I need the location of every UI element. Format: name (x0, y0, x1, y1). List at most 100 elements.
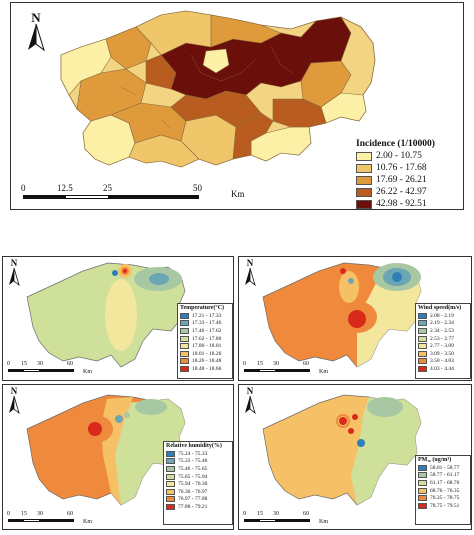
scale-segment (23, 369, 40, 372)
legend-label: 42.98 - 92.51 (376, 199, 427, 209)
legend-swatch (418, 350, 427, 357)
legend-label: 18.01 - 18.26 (192, 350, 222, 357)
humidity-north-label: N (10, 386, 18, 396)
humidity-dry-spot-2 (124, 412, 130, 418)
scale-segment (259, 519, 276, 522)
north-arrow: N (25, 11, 47, 57)
scale-tick-3: 50 (193, 183, 202, 193)
legend-label: 75.65 - 75.94 (178, 473, 208, 480)
scale-tick: 0 (243, 361, 246, 367)
legend-swatch (180, 358, 189, 365)
temperature-cool-zone-east-core (149, 273, 169, 285)
legend-label: 4.03 - 4.44 (430, 365, 454, 372)
legend-label: 2.19 - 2.34 (430, 320, 454, 327)
legend-item: 17.46 - 17.62 (178, 327, 232, 335)
legend-swatch (418, 464, 427, 471)
legend-item: 75.33 - 75.46 (164, 458, 232, 466)
legend-item: 78.75 - 79.51 (416, 502, 470, 510)
legend-label: 75.33 - 75.46 (178, 458, 208, 465)
wind-north-arrow: N (243, 259, 257, 291)
incidence-legend-item: 42.98 - 92.51 (356, 198, 461, 209)
legend-label: 17.46 - 17.62 (192, 327, 222, 334)
humidity-map (26, 394, 186, 506)
incidence-legend-item: 26.22 - 42.97 (356, 186, 461, 198)
legend-label: 2.34 - 2.53 (430, 327, 454, 334)
humidity-legend: Relative humidity(%) 75.24 - 75.33 75.33 -… (163, 441, 233, 525)
scale-segment (8, 519, 23, 522)
legend-swatch (166, 496, 175, 503)
pm10-scale-bar: 0 15 30 60 Km (243, 511, 363, 529)
legend-label: 2.08 - 2.19 (430, 312, 454, 319)
scale-segment (40, 369, 74, 372)
pm10-zone-east (351, 397, 421, 505)
legend-item: 17.21 - 17.33 (178, 312, 232, 320)
scale-segment (259, 369, 276, 372)
legend-swatch (166, 488, 175, 495)
humidity-dry-spot (115, 415, 123, 423)
legend-item: 17.62 - 17.80 (178, 335, 232, 343)
wind-zone-east (357, 267, 421, 367)
legend-label: 76.97 - 77.88 (178, 496, 208, 503)
humidity-north-arrow: N (7, 387, 21, 419)
legend-swatch (418, 327, 427, 334)
wind-spot-red (340, 268, 346, 274)
region-brown-east (272, 98, 327, 128)
scale-tick: 60 (303, 511, 309, 517)
legend-label: 58.01 - 58.77 (430, 464, 460, 471)
incidence-scale-bar: 0 12.5 25 50 Km (21, 183, 291, 207)
legend-swatch (166, 503, 175, 510)
scale-segment (23, 519, 40, 522)
legend-label: 17.69 - 26.21 (376, 175, 427, 185)
scale-tick: 60 (303, 361, 309, 367)
legend-title: Relative humidity(%) (166, 443, 222, 449)
wind-north-label: N (246, 258, 254, 268)
scale-tick-2: 25 (103, 183, 112, 193)
scale-tick: 15 (257, 511, 263, 517)
legend-label: 76.36 - 76.97 (178, 488, 208, 495)
legend-item: 2.34 - 2.53 (416, 327, 470, 335)
wind-strong-core (348, 310, 366, 328)
legend-label: 78.75 - 79.51 (430, 502, 460, 509)
north-arrow-icon (9, 395, 20, 415)
legend-item: 2.08 - 2.19 (416, 312, 470, 320)
legend-swatch (418, 472, 427, 479)
north-label: N (31, 10, 41, 25)
pm10-north-arrow: N (243, 387, 257, 419)
legend-swatch (166, 450, 175, 457)
legend-swatch (166, 458, 175, 465)
temperature-cool-spot (112, 270, 118, 276)
legend-title: PM₁₀ (ug/m³) (418, 457, 452, 463)
legend-label: 3.09 - 3.50 (430, 350, 454, 357)
legend-swatch (180, 350, 189, 357)
scale-segment (8, 369, 23, 372)
scale-tick-1: 12.5 (57, 183, 73, 193)
scale-segment (40, 519, 74, 522)
legend-swatch (166, 481, 175, 488)
legend-swatch (418, 358, 427, 365)
pm10-north-label: N (246, 386, 254, 396)
scale-tick: 15 (257, 361, 263, 367)
scale-segment (276, 519, 310, 522)
legend-swatch (418, 343, 427, 350)
humidity-scale-bar: 0 15 30 60 Km (7, 511, 127, 529)
scale-tick: 0 (7, 511, 10, 517)
legend-item: 75.46 - 75.65 (164, 465, 232, 473)
legend-item: 2.19 - 2.34 (416, 320, 470, 328)
legend-swatch (180, 327, 189, 334)
legend-item: 17.33 - 17.46 (178, 320, 232, 328)
legend-swatch (418, 335, 427, 342)
north-arrow-icon (245, 395, 256, 415)
humidity-map-panel: N Relative humidity(%) 75.24 - 75.33 75.33… (2, 384, 234, 530)
region-orange-east (300, 60, 352, 108)
legend-item: 3.09 - 3.50 (416, 350, 470, 358)
legend-label: 26.22 - 42.97 (376, 187, 427, 197)
legend-swatch (180, 320, 189, 327)
pm10-hot-spot-2 (352, 414, 358, 420)
scale-segment-3 (109, 195, 199, 199)
scale-unit: Km (231, 189, 245, 199)
pm10-hot-spot-1 (339, 417, 347, 425)
temperature-scale-bar: 0 15 30 60 Km (7, 361, 127, 380)
legend-swatch (418, 502, 427, 509)
legend-item: 75.94 - 76.36 (164, 480, 232, 488)
scale-tick: 30 (37, 511, 43, 517)
